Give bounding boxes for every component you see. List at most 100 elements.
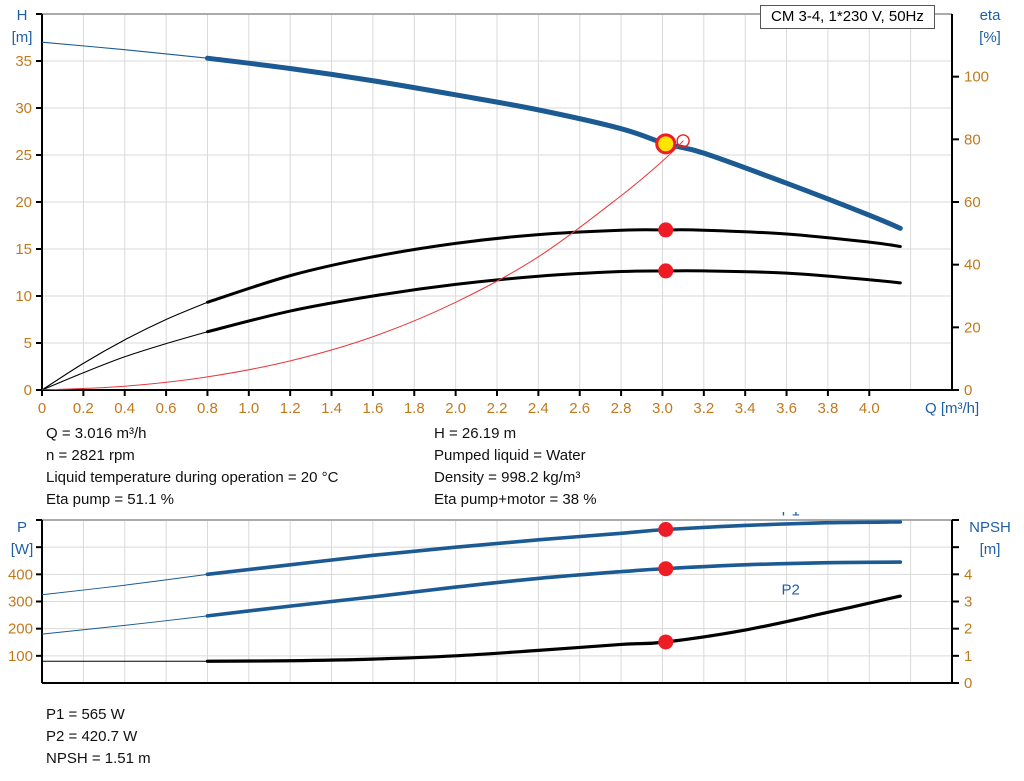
- curves: [42, 520, 903, 663]
- marker-npsh-duty[interactable]: [658, 634, 674, 650]
- left-tick-label: 5: [24, 335, 32, 352]
- info-left-0: Q = 3.016 m³/h: [46, 425, 147, 442]
- right-tick-label: 60: [964, 194, 981, 211]
- marker-p2-duty[interactable]: [658, 561, 674, 577]
- curve-p1-thick: [205, 520, 903, 577]
- x-tick-label: 0.8: [197, 400, 218, 417]
- curve-p2-thick: [205, 560, 903, 618]
- left-axis-name: H: [17, 7, 28, 24]
- x-tick-label: 2.8: [611, 400, 632, 417]
- x-tick-label: 3.4: [735, 400, 756, 417]
- left-tick-label: 300: [8, 594, 33, 611]
- left-tick-label: 10: [15, 288, 32, 305]
- right-tick-label: 40: [964, 257, 981, 274]
- right-axis-unit: [m]: [980, 541, 1001, 558]
- left-tick-label: 15: [15, 241, 32, 258]
- left-tick-label: 30: [15, 100, 32, 117]
- x-tick-label: 3.0: [652, 400, 673, 417]
- curve-eta-pump-thin: [42, 301, 208, 390]
- left-tick-label: 100: [8, 648, 33, 665]
- info-left-1: n = 2821 rpm: [46, 447, 135, 464]
- right-axis-unit: [%]: [979, 29, 1001, 46]
- series-label-p1: P1: [782, 512, 800, 520]
- curve-h-head-curve-thick: [204, 55, 903, 231]
- info-bottom-block: P1 = 565 W P2 = 420.7 W NPSH = 1.51 m: [46, 704, 446, 770]
- curve-npsh-thick: [205, 594, 902, 663]
- x-tick-label: 0.4: [114, 400, 135, 417]
- left-tick-label: 25: [15, 147, 32, 164]
- gridlines: [41, 13, 952, 391]
- curve-eta-pump-thick: [205, 228, 902, 304]
- right-tick-label: 2: [964, 621, 972, 638]
- x-tick-label: 0: [38, 400, 46, 417]
- x-tick-label: 1.0: [238, 400, 259, 417]
- duty-point-markers: [658, 522, 674, 650]
- series-label-p2: P2: [782, 582, 800, 599]
- right-tick-label: 20: [964, 319, 981, 336]
- curve-p1-thin: [42, 573, 208, 596]
- right-tick-label: 0: [964, 675, 972, 692]
- left-tick-label: 200: [8, 621, 33, 638]
- curve-eta-reference-red: [42, 140, 684, 390]
- info-column-left: Q = 3.016 m³/h n = 2821 rpm Liquid tempe…: [46, 423, 466, 511]
- right-tick-label: 1: [964, 648, 972, 665]
- head-efficiency-chart: 0 5 10 15 20 25 30 35 0 20 40 60 80 100 0 0.2 0.4 0.6 0.8 1…: [12, 7, 1002, 417]
- info-right-0: H = 26.19 m: [434, 425, 517, 442]
- curve-eta-pump-motor-thin: [42, 331, 208, 390]
- left-axis-unit: [W]: [11, 541, 34, 558]
- x-tick-label: 3.6: [776, 400, 797, 417]
- info-column-right: H = 26.19 m Pumped liquid = Water Densit…: [434, 423, 834, 511]
- x-tick-label: 1.8: [404, 400, 425, 417]
- x-axis-label: Q [m³/h]: [925, 400, 979, 417]
- x-tick-label: 1.4: [321, 400, 342, 417]
- marker-p1-duty[interactable]: [658, 522, 674, 538]
- lower-axes: 100 200 300 400 0 1 2 3 4 P [W] NPSH [m] P1 P2: [8, 512, 1011, 692]
- left-axis-unit: [m]: [12, 29, 33, 46]
- info-left-3: Eta pump = 51.1 %: [46, 491, 174, 508]
- info-right-2: Density = 998.2 kg/m³: [434, 469, 581, 486]
- model-title-box: CM 3-4, 1*230 V, 50Hz: [760, 5, 935, 29]
- power-npsh-chart: 100 200 300 400 0 1 2 3 4 P [W] NPSH [m] P1 P2: [8, 512, 1011, 692]
- x-tick-label: 2.4: [528, 400, 549, 417]
- x-tick-label: 0.2: [73, 400, 94, 417]
- right-tick-label: 0: [964, 382, 972, 399]
- curves: [42, 41, 903, 390]
- info-left-2: Liquid temperature during operation = 20…: [46, 469, 339, 486]
- right-tick-label: 4: [964, 566, 972, 583]
- x-tick-label: 1.6: [362, 400, 383, 417]
- left-tick-label: 0: [24, 382, 32, 399]
- right-tick-label: 3: [964, 594, 972, 611]
- info-right-3: Eta pump+motor = 38 %: [434, 491, 597, 508]
- marker-eta-red-endpoint: [676, 134, 690, 148]
- curve-h-head-curve-thin: [42, 41, 208, 59]
- info-bottom-1: P2 = 420.7 W: [46, 728, 138, 745]
- x-tick-label: 2.2: [487, 400, 508, 417]
- x-tick-label: 2.6: [569, 400, 590, 417]
- marker-duty-point[interactable]: [655, 133, 677, 155]
- left-axis-name: P: [17, 519, 27, 536]
- right-tick-label: 80: [964, 131, 981, 148]
- x-tick-label: 0.6: [156, 400, 177, 417]
- x-tick-label: 1.2: [280, 400, 301, 417]
- x-tick-label: 3.8: [817, 400, 838, 417]
- duty-point-markers: [655, 133, 690, 279]
- curve-eta-pump-motor-thick: [205, 269, 902, 334]
- curve-p2-thin: [42, 615, 208, 635]
- x-tick-label: 3.2: [693, 400, 714, 417]
- info-right-1: Pumped liquid = Water: [434, 447, 586, 464]
- marker-eta-pump-duty[interactable]: [658, 222, 674, 238]
- marker-eta-pump-motor-duty[interactable]: [658, 263, 674, 279]
- x-tick-label: 2.0: [445, 400, 466, 417]
- left-tick-label: 400: [8, 566, 33, 583]
- left-tick-label: 20: [15, 194, 32, 211]
- left-tick-label: 35: [15, 53, 32, 70]
- upper-axes: 0 5 10 15 20 25 30 35 0 20 40 60 80 100 0 0.2 0.4 0.6 0.8 1…: [12, 7, 1002, 417]
- info-bottom-2: NPSH = 1.51 m: [46, 750, 151, 767]
- right-tick-label: 100: [964, 69, 989, 86]
- model-title-label: CM 3-4, 1*230 V, 50Hz: [771, 8, 924, 25]
- info-bottom-0: P1 = 565 W: [46, 706, 125, 723]
- right-axis-name: NPSH: [969, 519, 1011, 536]
- x-tick-label: 4.0: [859, 400, 880, 417]
- right-axis-name: eta: [980, 7, 1002, 24]
